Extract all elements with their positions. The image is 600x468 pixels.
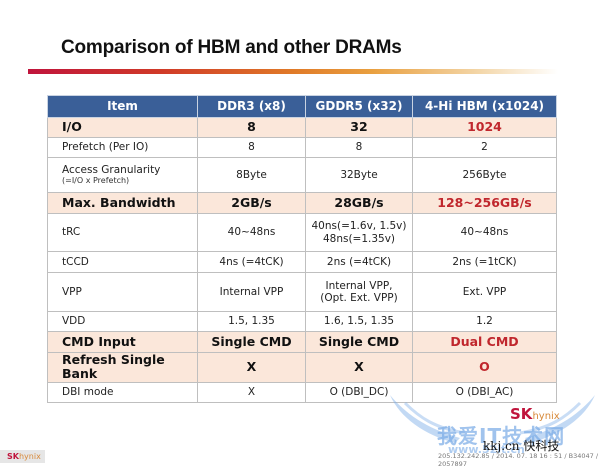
cell-ddr3: 1.5, 1.35	[197, 311, 306, 332]
cell-ddr3: 8	[197, 117, 306, 138]
footer-logo-hynix: hynix	[18, 452, 41, 461]
cell-gddr5: 8	[305, 137, 413, 158]
cell-gddr5: Single CMD	[305, 331, 413, 353]
table-row-max-bandwidth: Max. Bandwidth 2GB/s 28GB/s 128~256GB/s	[47, 192, 557, 214]
cell-ddr3: 8Byte	[197, 157, 306, 193]
cell-hbm: 1.2	[412, 311, 557, 332]
title-gradient-divider	[28, 69, 558, 74]
cell-hbm: 128~256GB/s	[412, 192, 557, 214]
cell-hbm: 2	[412, 137, 557, 158]
cell-ddr3: Single CMD	[197, 331, 306, 353]
header-gddr5: GDDR5 (x32)	[305, 95, 413, 118]
row-label: DBI mode	[47, 381, 198, 403]
row-label: CMD Input	[47, 331, 198, 353]
cell-gddr5: 32	[305, 117, 413, 138]
cell-gddr5: 28GB/s	[305, 192, 413, 214]
cell-ddr3: 8	[197, 137, 306, 158]
cell-gddr5: X	[305, 352, 413, 383]
watermark-ip-stamp: 205.132.242.85 / 2014. 07. 18 16 : 51 / …	[438, 452, 599, 468]
cell-ddr3: 4ns (=4tCK)	[197, 251, 306, 273]
table-row-prefetch: Prefetch (Per IO) 8 8 2	[47, 137, 557, 158]
footer-logo-sk: SK	[7, 452, 19, 461]
row-label: Access Granularity	[62, 164, 161, 177]
header-hbm: 4-Hi HBM (x1024)	[412, 95, 557, 118]
cell-gddr5: Internal VPP, (Opt. Ext. VPP)	[305, 272, 413, 312]
table-row-refresh-single-bank: Refresh Single Bank X X O	[47, 352, 557, 383]
watermark-cn-text: 我爱IT技术网	[437, 424, 566, 448]
table-row-vdd: VDD 1.5, 1.35 1.6, 1.5, 1.35 1.2	[47, 311, 557, 332]
watermark-www-text: www.52it.cn	[448, 443, 525, 456]
cell-hbm: 1024	[412, 117, 557, 138]
row-label: tCCD	[47, 251, 198, 273]
watermark-logo-sk: SK	[510, 405, 533, 423]
slide-title: Comparison of HBM and other DRAMs	[61, 37, 402, 58]
cell-ddr3: 2GB/s	[197, 192, 306, 214]
table-row-io: I/O 8 32 1024	[47, 117, 557, 138]
row-label: Refresh Single Bank	[47, 352, 198, 383]
cell-hbm: Ext. VPP	[412, 272, 557, 312]
cell-ddr3: Internal VPP	[197, 272, 306, 312]
row-label: VPP	[47, 272, 198, 312]
cell-gddr5: 2ns (=4tCK)	[305, 251, 413, 273]
cell-hbm: O (DBI_AC)	[412, 381, 557, 403]
table-row-trc: tRC 40~48ns 40ns(=1.6v, 1.5v) 48ns(=1.35…	[47, 213, 557, 252]
watermark-sk-hynix-logo: SKhynix	[510, 405, 560, 423]
cell-gddr5-line1: 40ns(=1.6v, 1.5v)	[311, 220, 407, 233]
row-label: Max. Bandwidth	[47, 192, 198, 214]
cell-hbm: 40~48ns	[412, 213, 557, 252]
cell-ddr3: X	[197, 352, 306, 383]
cell-hbm: Dual CMD	[412, 331, 557, 353]
cell-gddr5: O (DBI_DC)	[305, 381, 413, 403]
footer-sk-hynix-logo: SKhynix	[0, 450, 45, 463]
row-label: VDD	[47, 311, 198, 332]
cell-ddr3: 40~48ns	[197, 213, 306, 252]
watermark-site-text: kkj.cn 快科技	[483, 439, 560, 453]
cell-gddr5-line1: Internal VPP,	[325, 279, 393, 292]
row-label-cell: Access Granularity (=I/O x Prefetch)	[47, 157, 198, 193]
cell-gddr5: 1.6, 1.5, 1.35	[305, 311, 413, 332]
comparison-table: Item DDR3 (x8) GDDR5 (x32) 4-Hi HBM (x10…	[47, 95, 557, 403]
watermark-logo-hynix: hynix	[532, 411, 560, 422]
row-sublabel: (=I/O x Prefetch)	[62, 176, 130, 186]
header-ddr3: DDR3 (x8)	[197, 95, 306, 118]
cell-gddr5-line2: 48ns(=1.35v)	[322, 232, 396, 245]
table-row-cmd-input: CMD Input Single CMD Single CMD Dual CMD	[47, 331, 557, 353]
cell-hbm: 256Byte	[412, 157, 557, 193]
cell-hbm: O	[412, 352, 557, 383]
cell-gddr5: 40ns(=1.6v, 1.5v) 48ns(=1.35v)	[305, 213, 413, 252]
row-label: I/O	[47, 117, 198, 138]
table-row-access-granularity: Access Granularity (=I/O x Prefetch) 8By…	[47, 157, 557, 193]
header-item: Item	[47, 95, 198, 118]
row-label: tRC	[47, 213, 198, 252]
row-label: Prefetch (Per IO)	[47, 137, 198, 158]
cell-hbm: 2ns (=1tCK)	[412, 251, 557, 273]
cell-ddr3: X	[197, 381, 306, 403]
cell-gddr5-line2: (Opt. Ext. VPP)	[320, 292, 398, 304]
table-row-vpp: VPP Internal VPP Internal VPP, (Opt. Ext…	[47, 272, 557, 312]
table-header-row: Item DDR3 (x8) GDDR5 (x32) 4-Hi HBM (x10…	[47, 95, 557, 118]
cell-gddr5: 32Byte	[305, 157, 413, 193]
watermark-wings-icon	[390, 395, 595, 443]
table-row-dbi-mode: DBI mode X O (DBI_DC) O (DBI_AC)	[47, 381, 557, 403]
table-row-tccd: tCCD 4ns (=4tCK) 2ns (=4tCK) 2ns (=1tCK)	[47, 251, 557, 273]
